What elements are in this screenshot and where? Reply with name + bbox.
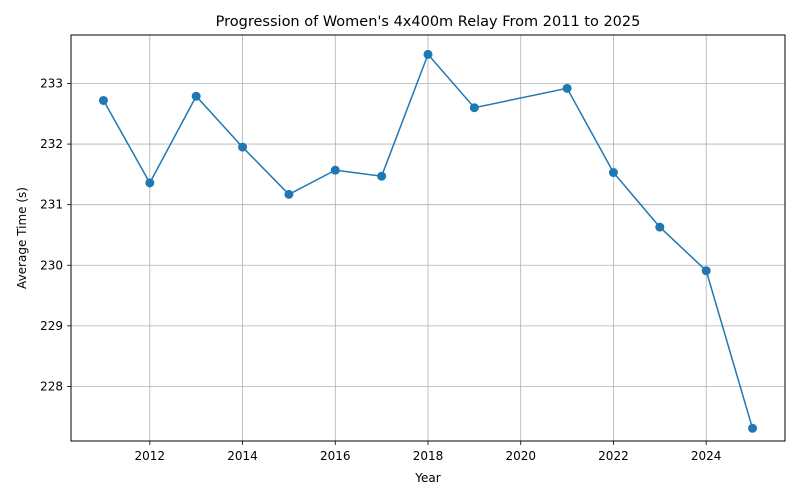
- x-tick-label: 2014: [227, 449, 258, 463]
- y-tick-label: 233: [40, 76, 63, 90]
- data-point: [145, 178, 155, 188]
- y-tick-label: 232: [40, 137, 63, 151]
- data-point: [98, 95, 108, 105]
- data-point: [284, 189, 294, 199]
- data-point: [469, 103, 479, 113]
- series-line: [102, 52, 754, 429]
- data-point: [330, 165, 340, 175]
- x-tick-label: 2018: [413, 449, 444, 463]
- y-tick-label: 229: [40, 319, 63, 333]
- data-point: [191, 91, 201, 101]
- data-point: [655, 222, 665, 232]
- data-point: [608, 168, 618, 178]
- ticks: 2012 2014 2016 2018 2020 2022 2024 228 229 230 231…: [40, 76, 721, 463]
- y-axis-label: Average Time (s): [15, 187, 29, 289]
- x-tick-label: 2012: [135, 449, 166, 463]
- chart-title: Progression of Women's 4x400m Relay From…: [216, 14, 641, 30]
- y-tick-label: 231: [40, 198, 63, 212]
- x-tick-label: 2024: [691, 449, 722, 463]
- data-point: [748, 423, 758, 433]
- y-tick-label: 230: [40, 258, 63, 272]
- x-axis-label: Year: [414, 471, 440, 485]
- y-tick-label: 228: [40, 379, 63, 393]
- data-point: [701, 266, 711, 276]
- data-point: [423, 49, 433, 59]
- data-point: [238, 142, 248, 152]
- x-tick-label: 2022: [598, 449, 629, 463]
- data-point: [562, 83, 572, 93]
- x-tick-label: 2020: [505, 449, 536, 463]
- grid: [71, 35, 785, 441]
- x-tick-label: 2016: [320, 449, 351, 463]
- data-point: [377, 171, 387, 181]
- series: [98, 49, 758, 433]
